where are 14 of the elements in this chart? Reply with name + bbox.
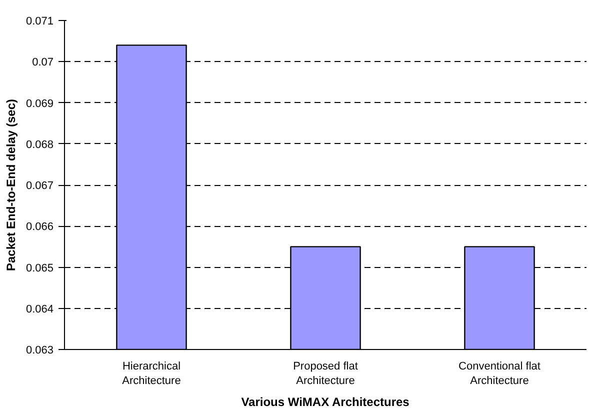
y-tick-label: 0.07 [32, 56, 54, 69]
x-tick-label: Hierarchical Architecture [122, 360, 181, 387]
y-tick-label: 0.064 [26, 303, 54, 316]
x-axis-title: Various WiMAX Architectures [241, 394, 410, 409]
y-tick-label: 0.067 [26, 180, 54, 192]
y-tick-label: 0.071 [26, 16, 54, 28]
y-tick-label: 0.069 [26, 98, 54, 110]
x-tick-label: Conventional flat Architecture [458, 360, 540, 387]
x-tick-label: Proposed flat Architecture [293, 360, 358, 387]
y-tick-label: 0.065 [26, 262, 54, 274]
y-axis-title: Packet End-to-End delay (sec) [4, 98, 18, 272]
y-tick-label: 0.066 [26, 221, 54, 234]
y-tick-label: 0.063 [26, 344, 54, 356]
y-tick-label: 0.068 [26, 138, 54, 151]
